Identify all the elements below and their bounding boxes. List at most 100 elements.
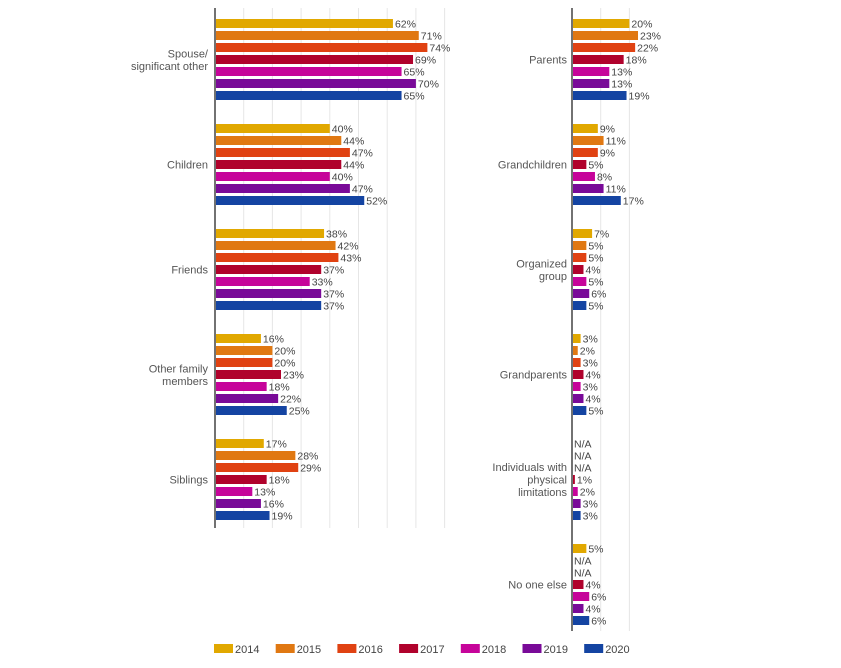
value-label: 9%: [600, 124, 615, 136]
legend-swatch: [337, 644, 357, 653]
bar-2016: [216, 43, 428, 52]
bar-2015: [216, 136, 342, 145]
bar-2019: [216, 394, 279, 403]
bar-2017: [216, 370, 282, 379]
value-label: 52%: [366, 196, 387, 208]
bar-2018: [573, 487, 578, 496]
value-label: 2%: [580, 346, 595, 358]
bar-2020: [573, 196, 621, 205]
bar-2015: [216, 451, 296, 460]
category-group: Siblings 17% 28%29% 18%13%16%19%: [169, 439, 321, 523]
value-label: 4%: [585, 370, 600, 382]
bar-2014: [216, 124, 330, 133]
bar-2017: [573, 580, 584, 589]
bar-2019: [216, 289, 322, 298]
value-label: 5%: [588, 277, 603, 289]
value-label: 3%: [583, 334, 598, 346]
bar-2017: [573, 265, 584, 274]
bar-2019: [573, 289, 590, 298]
bar-2014: [573, 334, 581, 343]
bar-2017: [216, 160, 342, 169]
bar-2016: [216, 463, 299, 472]
value-label: 6%: [591, 616, 606, 628]
value-label: 3%: [583, 358, 598, 370]
legend-item: 2014: [214, 644, 259, 656]
bar-2019: [216, 499, 261, 508]
value-label: N/A: [574, 556, 592, 568]
bar-2014: [573, 19, 630, 28]
value-label: N/A: [574, 463, 592, 475]
value-label: 8%: [597, 172, 612, 184]
value-label: 23%: [283, 370, 304, 382]
category-group: Individuals with physical limitationsN/AN/…: [492, 439, 597, 523]
bar-2020: [216, 196, 365, 205]
bar-2018: [216, 172, 330, 181]
legend-item: 2018: [460, 644, 506, 656]
bar-2019: [573, 184, 604, 193]
value-label: 4%: [585, 265, 600, 277]
bar-2018: [573, 277, 587, 286]
bar-2018: [573, 592, 590, 601]
bar-2018: [573, 382, 581, 391]
category-group: Spouse/significant other62%71%74%69%65%7…: [131, 19, 450, 103]
category-label: Other family members: [149, 363, 209, 388]
value-label: 23%: [640, 31, 661, 43]
bar-2016: [573, 358, 581, 367]
bar-2017: [573, 475, 575, 484]
value-label: 47%: [352, 184, 373, 196]
bar-2017: [216, 55, 414, 64]
legend-swatch: [460, 644, 480, 653]
bar-2018: [216, 487, 253, 496]
value-label: 4%: [585, 394, 600, 406]
value-label: 13%: [611, 79, 632, 91]
legend-swatch: [214, 644, 233, 653]
value-label: 3%: [583, 511, 598, 523]
legend-swatch: [399, 644, 419, 653]
bar-2016: [216, 253, 339, 262]
value-label: 37%: [323, 301, 344, 313]
bar-2016: [573, 148, 598, 157]
bar-2014: [573, 229, 593, 238]
bar-2015: [573, 136, 604, 145]
category-label: Friends: [171, 265, 208, 277]
value-label: 70%: [418, 79, 439, 91]
value-label: 38%: [326, 229, 347, 241]
bar-2017: [573, 55, 624, 64]
bar-2020: [573, 511, 581, 520]
value-label: 43%: [340, 253, 361, 265]
bar-2016: [216, 148, 350, 157]
legend-item: 2020: [584, 644, 630, 656]
value-label: 44%: [343, 136, 364, 148]
value-label: 47%: [352, 148, 373, 160]
value-label: 16%: [263, 334, 284, 346]
value-label: 71%: [421, 31, 442, 43]
value-label: 17%: [266, 439, 287, 451]
value-label: 37%: [323, 265, 344, 277]
bar-2016: [573, 253, 587, 262]
bar-2018: [216, 277, 310, 286]
value-label: 5%: [588, 406, 603, 418]
bar-2018: [216, 382, 267, 391]
value-label: 65%: [404, 91, 425, 103]
bar-2019: [573, 499, 581, 508]
value-label: 13%: [611, 67, 632, 79]
legend-swatch: [275, 644, 295, 653]
value-label: 37%: [323, 289, 344, 301]
value-label: 18%: [269, 382, 290, 394]
value-label: 18%: [269, 475, 290, 487]
value-label: 20%: [274, 346, 295, 358]
bar-2015: [573, 241, 587, 250]
bar-2015: [216, 346, 273, 355]
bar-2017: [216, 475, 267, 484]
bar-2014: [216, 229, 325, 238]
value-label: 19%: [629, 91, 650, 103]
bar-2015: [573, 346, 578, 355]
value-label: 62%: [395, 19, 416, 31]
value-label: 11%: [606, 184, 626, 196]
